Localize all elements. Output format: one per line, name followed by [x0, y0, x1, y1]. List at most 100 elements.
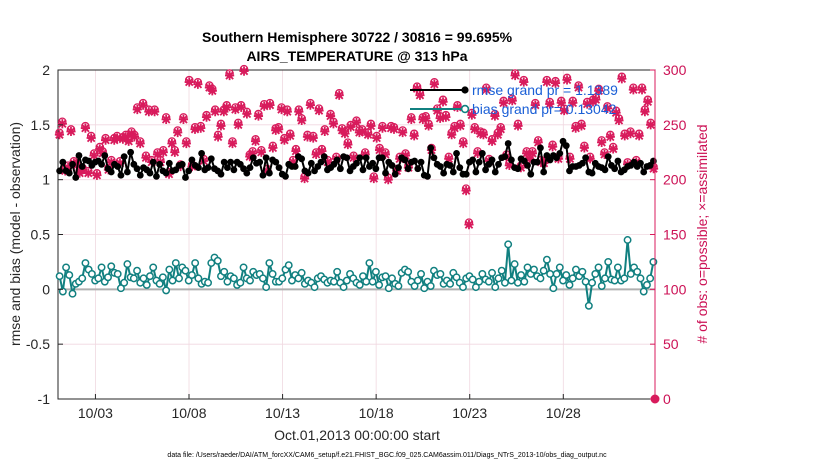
obs-assimilated-point [308, 133, 318, 143]
rmse-point [162, 169, 170, 177]
rmse-point [188, 156, 196, 164]
rmse-point [133, 165, 141, 173]
rmse-point [362, 154, 370, 162]
rmse-point [637, 159, 644, 167]
bias-point [129, 274, 138, 283]
bias-point [523, 263, 532, 272]
rmse-point [430, 154, 438, 162]
obs-assimilated-point [351, 118, 362, 128]
obs-assimilated-point [478, 130, 488, 140]
bias-point [158, 273, 167, 282]
rmse-point [224, 164, 231, 172]
rmse-point [537, 144, 544, 152]
obs-assimilated-point [536, 157, 546, 167]
y-right-tick-label-4: 200 [663, 172, 687, 188]
y-axis-label: rmse and bias (model - observation) [7, 122, 23, 346]
obs-assimilated-point [562, 75, 572, 85]
obs-assimilated-point [377, 123, 388, 133]
bias-point [413, 276, 422, 285]
bias-point [284, 261, 293, 270]
bias-point [223, 277, 232, 286]
bias-point [194, 274, 203, 283]
rmse-point [395, 164, 402, 172]
obs-assimilated-point [475, 129, 486, 139]
bias-point [342, 276, 351, 285]
obs-assimilated-point [167, 138, 177, 149]
obs-assimilated-point [363, 130, 373, 140]
bias-point [294, 274, 303, 283]
bias-point [459, 283, 467, 292]
obs-assimilated-point [366, 121, 376, 131]
rmse-point [478, 149, 486, 157]
rmse-point [504, 140, 512, 147]
rmse-point [533, 158, 541, 166]
obs-assimilated-point [152, 149, 163, 160]
obs-assimilated-point [288, 157, 298, 167]
rmse-point [153, 172, 160, 180]
obs-assimilated-point [435, 113, 445, 123]
bias-point [426, 282, 435, 290]
obs-assimilated-point [178, 114, 189, 124]
bias-point [410, 282, 419, 290]
bias-point [520, 277, 529, 286]
obs-assimilated-point [487, 136, 497, 146]
obs-assimilated-point [582, 99, 592, 109]
x-tick-label-0: 10/03 [78, 405, 113, 421]
bias-point [339, 283, 348, 292]
bias-point [113, 270, 122, 278]
obs-assimilated-point [170, 147, 180, 157]
obs-assimilated-point [100, 135, 111, 145]
obs-assimilated-point [305, 100, 315, 110]
obs-assimilated-point [496, 124, 506, 134]
rmse-point [275, 164, 283, 172]
obs-assimilated-point [481, 85, 491, 95]
obs-assimilated-point [602, 103, 613, 113]
bias-point [417, 270, 425, 278]
obs-assimilated-point [124, 136, 134, 146]
bias-point [559, 276, 567, 285]
bias-point [623, 236, 632, 244]
obs-assimilated-point [236, 102, 246, 112]
legend: rmse grand pr = 1.1389 bias grand pr= 0.… [410, 82, 618, 117]
obs-assimilated-point [225, 70, 235, 81]
rmse-point [501, 153, 509, 161]
bias-point [568, 274, 577, 283]
rmse-point [417, 158, 425, 166]
obs-assimilated-point [524, 154, 535, 164]
obs-assimilated-point [89, 150, 99, 161]
rmse-point [249, 154, 257, 162]
obs-assimilated-point [473, 148, 483, 158]
rmse-point [207, 155, 215, 163]
obs-assimilated-point [323, 157, 333, 167]
obs-assimilated-point [573, 82, 584, 93]
obs-assimilated-point [334, 90, 344, 100]
bias-point [530, 265, 538, 274]
bias-point [168, 276, 177, 285]
bias-point [471, 283, 480, 292]
obs-assimilated-point [150, 107, 160, 117]
rmse-point [227, 158, 235, 166]
obs-assimilated-point [216, 121, 226, 131]
obs-assimilated-point [210, 107, 220, 117]
obs-assimilated-point [415, 90, 425, 100]
obs-assimilated-point [141, 153, 151, 163]
bias-point [139, 274, 148, 283]
obs-assimilated-point [522, 148, 532, 158]
obs-assimilated-point [311, 149, 321, 160]
obs-assimilated-point [259, 101, 269, 111]
rmse-point [243, 169, 251, 177]
bias-point [246, 276, 254, 285]
obs-assimilated-point [256, 147, 266, 157]
bias-point [371, 267, 380, 276]
rmse-point [65, 169, 73, 177]
rmse-point [359, 166, 367, 174]
rmse-point [411, 157, 418, 165]
obs-assimilated-point [161, 114, 171, 124]
rmse-point [582, 154, 590, 162]
rmse-point [514, 165, 522, 173]
rmse-point [440, 169, 448, 177]
obs-assimilated-point [193, 79, 203, 89]
rmse-point [75, 152, 83, 159]
rmse-point [649, 157, 657, 165]
y-right-tick-label-5: 250 [663, 117, 687, 133]
